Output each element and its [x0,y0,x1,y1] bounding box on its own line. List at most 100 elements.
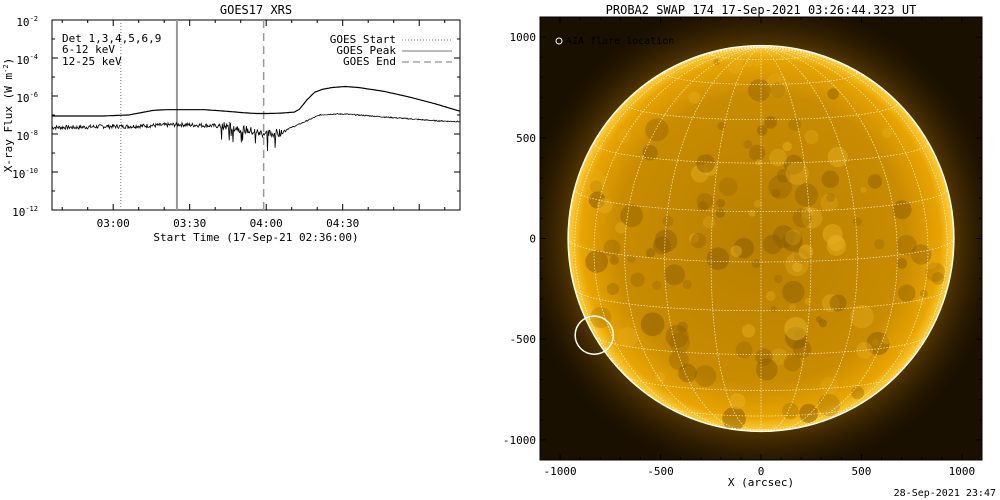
sun-texture-blob [782,402,799,420]
sun-texture-blob [771,188,781,198]
sun-texture-blob [662,215,674,227]
goes-series-1 [52,113,460,152]
sun-texture-blob [919,289,928,298]
sun-texture-blob [645,248,656,258]
legend-peak-label: GOES Peak [336,44,396,57]
sun-texture-blob [798,244,814,260]
sun-texture-blob [792,339,812,359]
sun-texture-blob [784,317,808,341]
grid-meridian [624,46,762,431]
sun-texture-blob [804,130,819,145]
grid-parallel [667,406,855,417]
sun-texture-blob [716,198,726,208]
swap-y-tick-label: 1000 [510,31,537,44]
sun-texture-blob [603,239,621,257]
sun-texture-blob [668,349,689,370]
sun-texture-blob [664,264,685,286]
sun-texture-blob [794,183,819,207]
goes-event-markers [120,20,265,210]
sun-texture-blob [826,193,835,203]
sun-texture-blob [617,129,631,143]
sun-texture-blob [827,88,839,100]
sun-texture-blob [804,298,812,305]
sun-texture-blob [669,332,690,354]
goes-x-tick-label: 04:30 [326,217,359,230]
sun-texture-blob [748,79,771,102]
grid-meridian [760,46,955,239]
sun-texture-blob [792,261,803,273]
sun-texture-blob [817,393,841,417]
goes-y-tick-label: 10-12 [12,205,38,219]
sun-texture-blob [916,296,926,305]
sun-texture-blob [801,206,814,219]
sun-texture-blob [640,312,665,337]
energy-label-6-12: 6-12 keV [62,43,115,56]
sun-texture-blob [588,191,606,209]
swap-y-tick-label: -1000 [503,434,536,447]
goes-y-axis: 10-2 10-4 10-6 10-8 10-10 10-12 [12,15,460,219]
sun-texture-blob [697,201,709,212]
sun-texture-blob [606,282,620,296]
sun-texture-blob [753,199,762,208]
swap-x-tick-label: -500 [647,465,674,478]
swap-x-tick-label: 500 [852,465,872,478]
footer-timestamp: 28-Sep-2021 23:47 [894,488,996,499]
sun-texture-blob [789,303,797,311]
sun-texture-blob [665,324,689,348]
goes-chart-title: GOES17 XRS [220,3,292,17]
grid-parallel [574,288,948,312]
grid-parallel [624,103,898,121]
sun-texture-blob [783,154,804,175]
sun-texture-blob [753,60,761,67]
sun-texture-blob [696,154,715,173]
goes-y-axis-label: X-ray Flux (W m-2) [2,58,15,172]
sun-texture-blob [642,145,658,161]
sun-texture-blob [615,222,627,234]
sun-texture-blob [654,372,666,383]
sun-texture-blob [715,208,726,218]
sun-texture-blob [653,236,671,255]
swap-x-axis-label: X (arcsec) [728,476,794,489]
flare-legend-symbol [555,37,563,45]
sun-texture-blob [730,245,742,257]
swap-title: PROBA2 SWAP 174 17-Sep-2021 03:26:44.323… [606,3,917,17]
swap-y-tick-label: -500 [510,333,537,346]
sun-texture-blob [727,57,744,74]
sun-texture-blob [682,279,692,290]
sun-texture-blob [677,321,688,333]
goes-y-tick-label: 10-10 [12,167,38,181]
sun-texture-blob [931,272,945,285]
grid-meridian [760,46,948,414]
sun-texture-blob [829,294,847,312]
solar-limb [567,44,955,433]
sun-texture-blob [654,229,678,253]
grid-meridian [760,46,929,428]
sun-texture-blob [765,291,776,301]
sun-texture-blob [874,239,885,250]
sun-texture-blob [881,335,891,345]
sun-texture-blob [853,217,862,227]
flare-legend-label: AIA flare location [566,36,674,47]
goes-x-tick-label: 03:00 [97,217,130,230]
grid-meridian [760,46,812,432]
sun-texture-blob [788,118,802,132]
sun-texture-blob [860,186,867,193]
legend-start-label: GOES Start [330,33,396,46]
energy-label-det: Det 1,3,4,5,6,9 [62,32,161,45]
sun-texture-blob [783,354,802,372]
grid-meridian [664,46,762,431]
sun-surface-texture [582,57,945,431]
sun-texture-blob [776,169,791,183]
legend-end-label: GOES End [343,55,396,68]
sun-texture-blob [645,118,669,142]
sun-texture-blob [743,139,753,149]
sun-texture-blob [882,127,893,138]
swap-x-tick-label: 0 [758,465,765,478]
goes-y-tick-label: 10-4 [16,53,38,67]
sun-texture-blob [792,208,812,228]
sun-texture-blob [785,229,801,246]
grid-parallel [574,188,948,213]
flare-location-circle [574,315,615,355]
sun-texture-blob [729,393,746,410]
